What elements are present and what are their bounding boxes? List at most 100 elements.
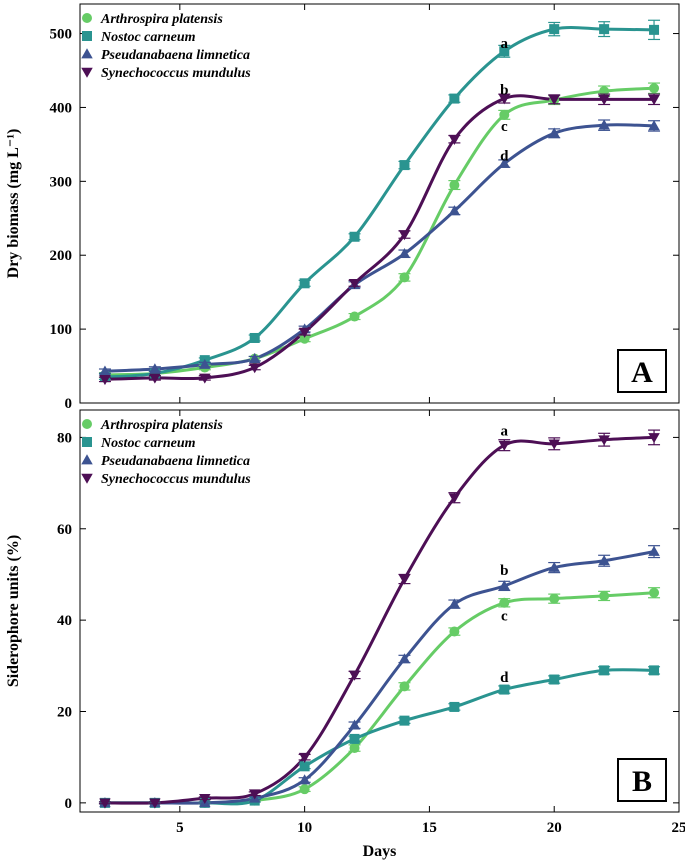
y-tick-label: 0	[65, 396, 73, 412]
panel-a-frame	[79, 3, 680, 404]
data-point-pseudanabaena-limnetica	[149, 363, 161, 374]
x-tick-label: 5	[176, 820, 184, 836]
data-point-arthrospira-platensis	[349, 743, 360, 754]
panel-a-legend: Arthrospira platensis Nostoc carneum Pseud…	[81, 12, 251, 81]
panel-b: 0 20 40 60 80 5 10 15 20 25 a b c d Arthrospira plat…	[5, 409, 685, 860]
data-point-synechococcus-mundulus	[648, 433, 660, 444]
data-point-arthrospira-platensis	[499, 109, 510, 120]
data-point-nostoc-carneum	[499, 46, 510, 57]
significance-letter-b: b	[500, 83, 508, 99]
data-point-pseudanabaena-limnetica	[598, 119, 610, 130]
y-tick-label: 300	[50, 174, 73, 190]
data-point-synechococcus-mundulus	[149, 373, 161, 384]
y-tick-label: 200	[50, 248, 73, 264]
data-point-synechococcus-mundulus	[548, 439, 560, 450]
data-point-nostoc-carneum	[349, 733, 360, 744]
panel-b-series	[98, 429, 661, 809]
data-point-synechococcus-mundulus	[298, 327, 311, 338]
data-point-pseudanabaena-limnetica	[348, 719, 361, 730]
data-point-synechococcus-mundulus	[348, 670, 361, 681]
y-tick-label: 400	[50, 100, 73, 116]
data-point-pseudanabaena-limnetica	[548, 127, 560, 138]
significance-letter-a: a	[501, 36, 509, 52]
x-tick-label: 10	[297, 820, 312, 836]
panel-a: 0 100 200 300 400 500 a b cd Arthrospira platen…	[5, 3, 680, 412]
data-point-nostoc-carneum	[599, 24, 610, 35]
y-tick-label: 500	[50, 27, 73, 43]
panel-a-label-box: A	[617, 349, 667, 393]
data-point-synechococcus-mundulus	[298, 752, 311, 763]
legend-marker-synechococcus-mundulus	[81, 473, 93, 484]
data-point-arthrospira-platensis	[649, 587, 660, 598]
data-point-synechococcus-mundulus	[248, 789, 261, 800]
legend-marker-synechococcus-mundulus	[81, 67, 93, 78]
data-point-pseudanabaena-limnetica	[648, 120, 660, 131]
data-point-synechococcus-mundulus	[99, 798, 111, 809]
significance-letter-c: c	[501, 119, 508, 135]
data-point-arthrospira-platensis	[399, 272, 410, 283]
panel-b-legend: Arthrospira platensis Nostoc carneum Pseud…	[81, 418, 251, 487]
data-point-pseudanabaena-limnetica	[199, 358, 211, 369]
data-point-nostoc-carneum	[549, 24, 560, 35]
legend-label-arthrospira-platensis: Arthrospira platensis	[100, 418, 223, 433]
y-tick-label: 100	[50, 322, 73, 338]
legend-label-synechococcus-mundulus: Synechococcus mundulus	[101, 472, 251, 487]
panel-b-significance-letters: a b c d	[500, 424, 509, 687]
significance-letter-d: d	[500, 670, 509, 686]
data-point-arthrospira-platensis	[599, 590, 610, 601]
x-tick-label: 25	[672, 820, 685, 836]
legend-marker-nostoc-carneum	[82, 437, 92, 447]
panel-b-y-axis-title: Siderophore units (%)	[5, 535, 22, 687]
data-point-synechococcus-mundulus	[199, 793, 211, 805]
data-point-synechococcus-mundulus	[548, 95, 560, 106]
data-point-synechococcus-mundulus	[598, 435, 610, 446]
legend-label-nostoc-carneum: Nostoc carneum	[100, 436, 196, 451]
data-point-nostoc-carneum	[499, 684, 510, 695]
panel-a-series	[98, 19, 661, 386]
data-point-nostoc-carneum	[399, 160, 410, 171]
data-point-arthrospira-platensis	[649, 83, 660, 94]
data-point-pseudanabaena-limnetica	[398, 247, 411, 259]
y-tick-label: 80	[57, 430, 72, 446]
data-point-synechococcus-mundulus	[248, 363, 261, 374]
x-axis-title: Days	[363, 843, 397, 860]
data-point-arthrospira-platensis	[299, 784, 310, 795]
data-point-nostoc-carneum	[599, 665, 610, 676]
y-tick-label: 0	[65, 796, 73, 812]
panel-a-axes: 0 100 200 300 400 500	[50, 4, 680, 412]
x-tick-label: 20	[547, 820, 562, 836]
data-point-pseudanabaena-limnetica	[448, 598, 461, 609]
data-point-synechococcus-mundulus	[348, 278, 361, 290]
data-point-synechococcus-mundulus	[99, 375, 111, 386]
data-point-arthrospira-platensis	[449, 626, 460, 637]
data-point-nostoc-carneum	[649, 24, 660, 35]
data-point-nostoc-carneum	[299, 761, 310, 772]
data-point-pseudanabaena-limnetica	[398, 653, 411, 664]
x-tick-label: 15	[422, 820, 437, 836]
legend-marker-pseudanabaena-limnetica	[81, 454, 93, 465]
data-point-arthrospira-platensis	[549, 593, 560, 604]
y-tick-label: 60	[57, 522, 72, 538]
legend-label-synechococcus-mundulus: Synechococcus mundulus	[101, 66, 251, 81]
significance-letter-a: a	[501, 424, 509, 440]
legend-marker-arthrospira-platensis	[82, 419, 92, 429]
data-point-pseudanabaena-limnetica	[498, 157, 511, 168]
data-point-synechococcus-mundulus	[598, 95, 610, 106]
data-point-pseudanabaena-limnetica	[448, 205, 461, 216]
data-point-pseudanabaena-limnetica	[248, 352, 261, 363]
data-point-pseudanabaena-limnetica	[99, 365, 111, 376]
data-point-nostoc-carneum	[449, 701, 460, 712]
data-point-nostoc-carneum	[449, 93, 460, 104]
data-point-synechococcus-mundulus	[448, 134, 461, 145]
panel-b-label-box: B	[617, 758, 667, 802]
data-point-nostoc-carneum	[349, 231, 360, 242]
data-point-synechococcus-mundulus	[398, 230, 411, 241]
legend-label-nostoc-carneum: Nostoc carneum	[100, 30, 196, 45]
data-point-synechococcus-mundulus	[498, 440, 511, 451]
data-point-pseudanabaena-limnetica	[598, 555, 610, 566]
data-point-arthrospira-platensis	[499, 597, 510, 608]
panel-a-significance-letters: a b cd	[500, 36, 509, 164]
significance-letter-b: b	[500, 563, 508, 579]
data-point-synechococcus-mundulus	[398, 574, 411, 585]
legend-marker-nostoc-carneum	[82, 31, 92, 41]
